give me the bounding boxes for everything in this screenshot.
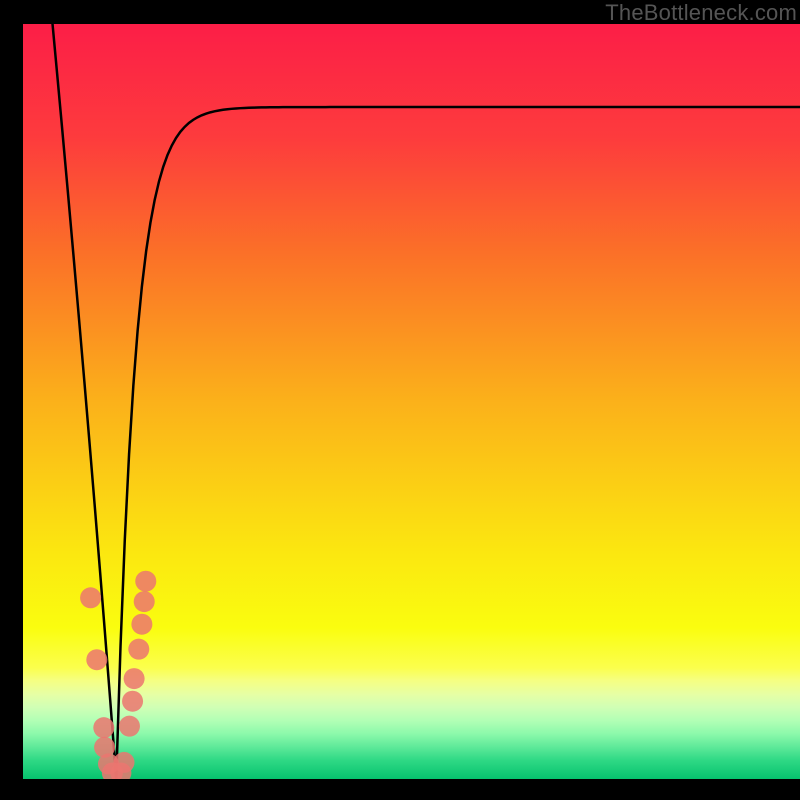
data-marker xyxy=(128,639,149,660)
data-marker xyxy=(135,571,156,592)
data-marker xyxy=(114,752,135,773)
data-marker xyxy=(131,614,152,635)
data-marker xyxy=(86,649,107,670)
data-marker xyxy=(122,691,143,712)
watermark-text: TheBottleneck.com xyxy=(605,0,797,26)
data-marker xyxy=(93,717,114,738)
plot-area xyxy=(23,24,800,779)
data-marker xyxy=(134,591,155,612)
data-marker xyxy=(80,587,101,608)
data-marker xyxy=(119,716,140,737)
gradient-background xyxy=(23,24,800,779)
chart-svg xyxy=(23,24,800,779)
data-marker xyxy=(124,668,145,689)
